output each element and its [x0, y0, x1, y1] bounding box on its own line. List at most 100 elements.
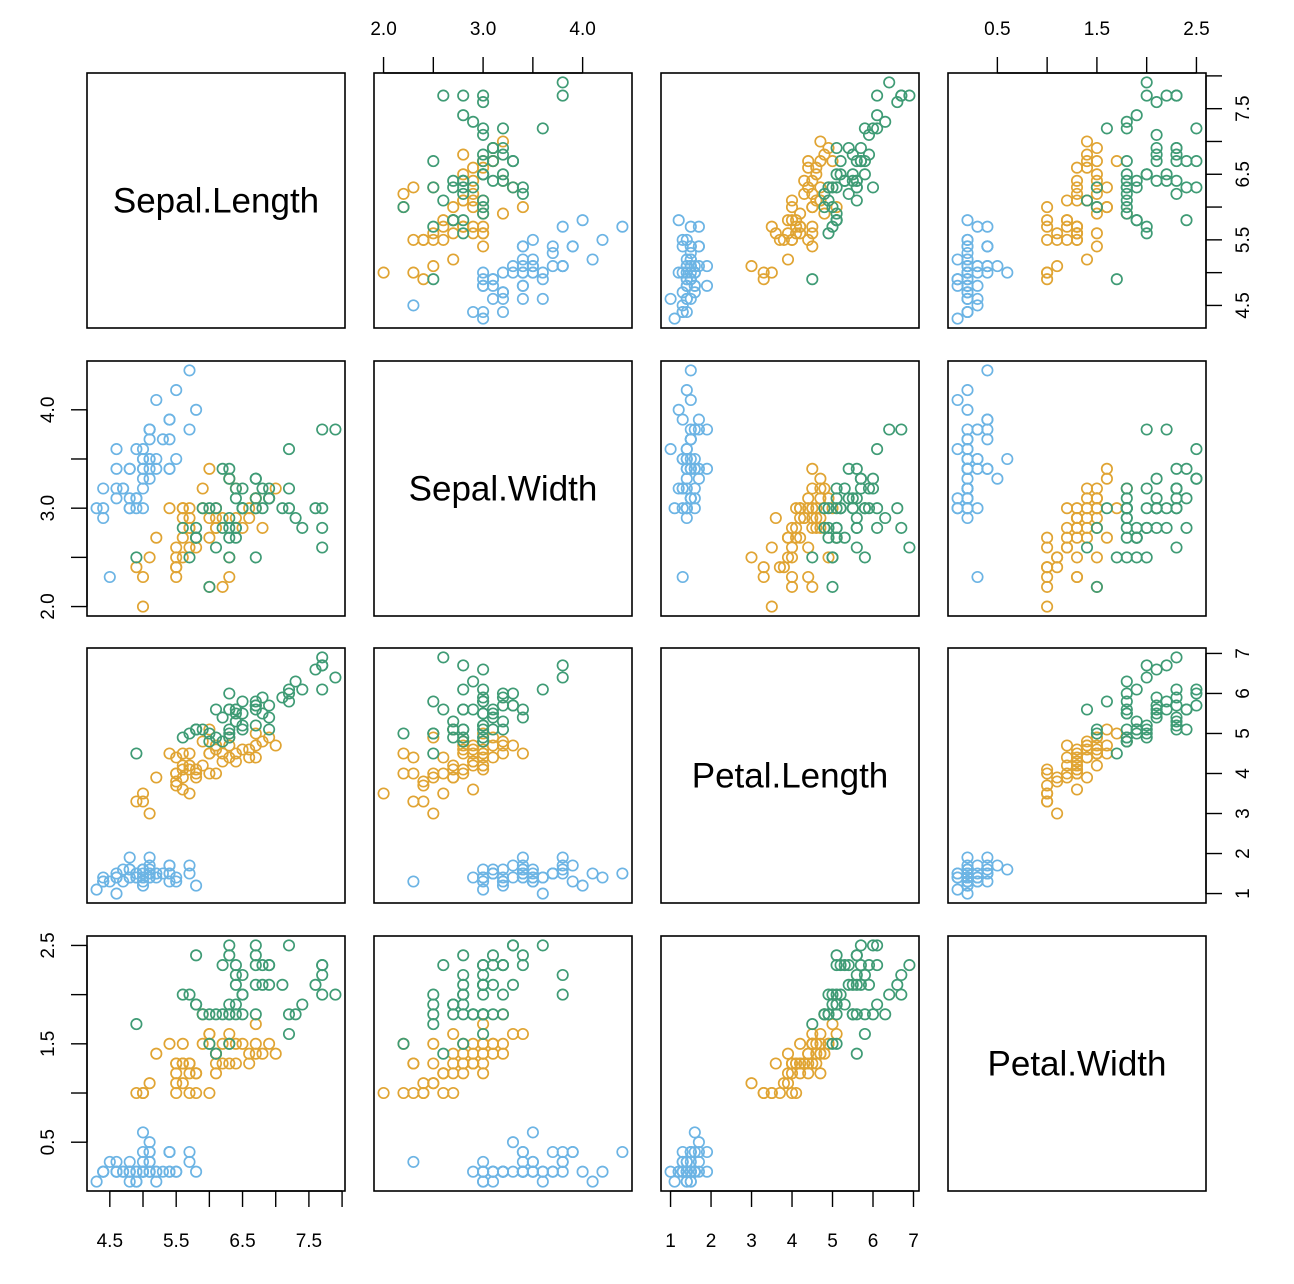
point-virginica	[477, 723, 490, 736]
point-versicolor	[1070, 570, 1084, 584]
point-virginica	[1100, 122, 1113, 135]
point-setosa	[981, 260, 994, 273]
point-versicolor	[170, 779, 183, 792]
point-setosa	[688, 423, 701, 436]
point-versicolor	[183, 502, 196, 515]
point-virginica	[447, 214, 460, 227]
point-setosa	[684, 1165, 697, 1178]
point-virginica	[842, 959, 855, 972]
point-virginica	[223, 462, 236, 475]
point-setosa	[526, 875, 539, 888]
tick-label: 4.5	[97, 1231, 123, 1252]
point-versicolor	[1060, 521, 1074, 534]
point-virginica	[196, 502, 209, 515]
point-virginica	[1150, 472, 1163, 485]
point-virginica	[236, 1008, 249, 1021]
point-setosa	[477, 266, 490, 279]
tick-label: 0.5	[38, 1129, 59, 1155]
point-versicolor	[183, 1057, 196, 1070]
point-versicolor	[785, 1067, 799, 1080]
point-virginica	[1170, 492, 1183, 505]
point-virginica	[1120, 675, 1133, 688]
point-versicolor	[407, 751, 420, 764]
point-versicolor	[397, 747, 410, 760]
point-virginica	[249, 719, 262, 732]
point-versicolor	[229, 1037, 242, 1050]
point-versicolor	[196, 759, 209, 772]
point-virginica	[850, 541, 863, 554]
point-versicolor	[170, 775, 183, 788]
point-virginica	[229, 521, 242, 534]
point-virginica	[871, 502, 884, 515]
point-virginica	[229, 715, 242, 728]
point-setosa	[136, 502, 150, 515]
point-virginica	[850, 968, 863, 982]
point-setosa	[961, 859, 974, 872]
point-setosa	[566, 875, 579, 888]
point-setosa	[130, 1175, 143, 1188]
point-versicolor	[467, 1037, 480, 1050]
point-setosa	[981, 433, 994, 446]
panel-Sepal.Width-vs-Petal.Length	[660, 360, 920, 617]
point-versicolor	[785, 214, 799, 227]
point-versicolor	[1041, 201, 1054, 214]
point-virginica	[209, 1008, 223, 1021]
tick-label: 7.5	[1233, 95, 1254, 121]
point-versicolor	[486, 739, 500, 752]
point-versicolor	[176, 1057, 189, 1070]
point-versicolor	[170, 570, 183, 584]
point-setosa	[407, 1155, 420, 1168]
tick-label: 1.5	[1084, 19, 1110, 40]
point-setosa	[700, 279, 714, 292]
point-versicolor	[457, 767, 470, 780]
point-virginica	[229, 707, 242, 720]
point-setosa	[586, 1175, 599, 1188]
point-versicolor	[814, 472, 827, 485]
point-versicolor	[170, 551, 183, 564]
point-virginica	[822, 988, 835, 1001]
point-setosa	[516, 253, 529, 266]
point-versicolor	[1080, 531, 1094, 544]
point-virginica	[850, 462, 863, 475]
point-versicolor	[190, 1067, 203, 1080]
point-virginica	[437, 703, 450, 716]
point-versicolor	[1080, 148, 1094, 161]
point-versicolor	[826, 502, 839, 515]
point-virginica	[842, 978, 855, 991]
point-versicolor	[1041, 580, 1054, 593]
point-virginica	[830, 1008, 843, 1021]
point-setosa	[183, 423, 196, 436]
tick-label: 2.5	[1183, 19, 1209, 40]
point-virginica	[1150, 148, 1163, 161]
point-virginica	[229, 959, 242, 972]
point-virginica	[1180, 155, 1193, 168]
point-virginica	[263, 492, 276, 505]
point-virginica	[818, 187, 831, 200]
point-versicolor	[806, 187, 819, 200]
panel-Petal.Length-vs-Sepal.Length	[86, 647, 346, 904]
point-versicolor	[447, 201, 460, 214]
point-versicolor	[243, 1057, 256, 1070]
point-virginica	[858, 155, 871, 168]
point-versicolor	[176, 502, 189, 515]
point-versicolor	[256, 521, 269, 534]
point-versicolor	[183, 511, 196, 525]
point-virginica	[427, 747, 440, 760]
point-virginica	[854, 978, 867, 991]
point-setosa	[130, 867, 143, 880]
panel-frame	[86, 360, 346, 617]
point-versicolor	[196, 735, 209, 748]
point-virginica	[903, 541, 916, 554]
point-versicolor	[417, 779, 430, 792]
point-virginica	[830, 502, 843, 515]
point-virginica	[891, 96, 904, 109]
point-setosa	[576, 879, 589, 892]
point-versicolor	[790, 1086, 803, 1100]
point-virginica	[1170, 155, 1183, 168]
point-versicolor	[802, 1067, 815, 1080]
point-setosa	[961, 482, 974, 495]
point-virginica	[871, 443, 884, 456]
point-versicolor	[223, 751, 236, 764]
point-versicolor	[216, 580, 229, 593]
